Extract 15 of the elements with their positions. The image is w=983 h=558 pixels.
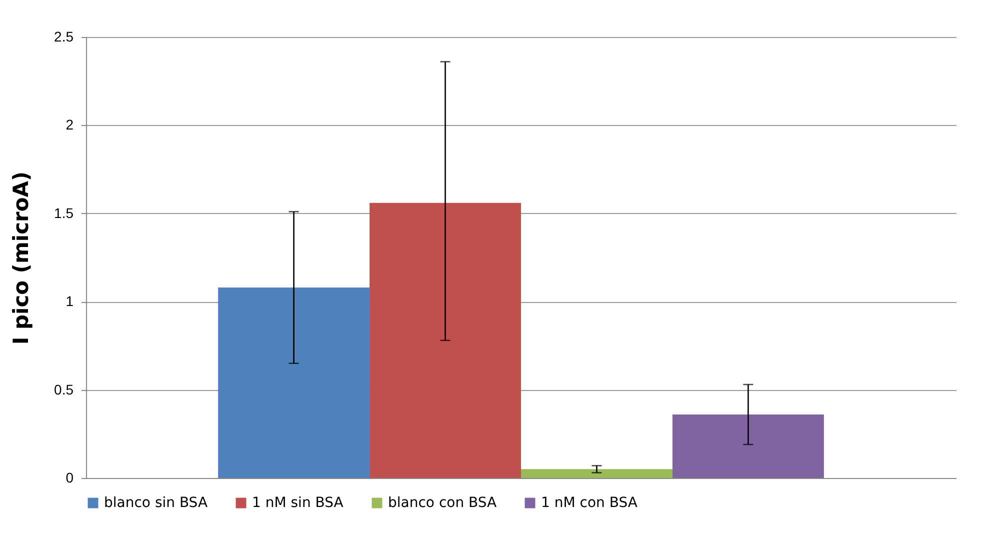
y-tick-label: 0 xyxy=(66,470,74,486)
y-tick-label: 1 xyxy=(66,293,74,310)
bar xyxy=(521,469,672,478)
bar xyxy=(218,287,370,478)
legend-label: blanco sin BSA xyxy=(104,495,208,511)
y-axis-title: I pico (microA) xyxy=(9,171,34,345)
y-tick-label: 2 xyxy=(66,116,74,133)
bar xyxy=(370,202,521,478)
bar xyxy=(672,414,824,478)
y-tick-label: 0.5 xyxy=(54,381,74,398)
y-tick-label: 1.5 xyxy=(54,204,74,221)
legend-label: blanco con BSA xyxy=(388,495,498,511)
legend-label: 1 nM sin BSA xyxy=(252,495,344,511)
y-tick-label: 2.5 xyxy=(54,28,74,44)
legend-label: 1 nM con BSA xyxy=(541,495,638,511)
